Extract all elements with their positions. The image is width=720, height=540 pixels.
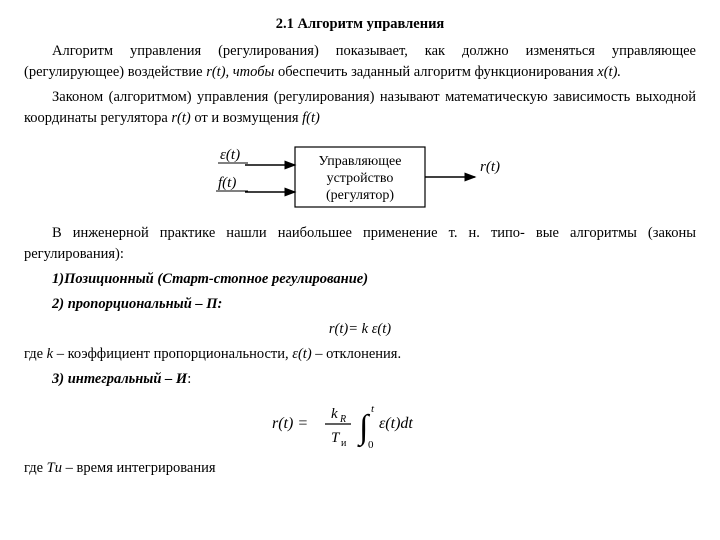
paragraph-3: В инженерной практике нашли наибольшее п… bbox=[24, 223, 696, 265]
diagram-svg: Управляющее устройство (регулятор) ε(t) f(t)… bbox=[200, 137, 520, 217]
list-item-1: 1)Позиционный (Старт-стопное регулирован… bbox=[24, 269, 696, 290]
svg-text:ε(t)dt: ε(t)dt bbox=[379, 415, 413, 432]
p4-eps: ε(t) bbox=[292, 346, 311, 362]
svg-text:k: k bbox=[331, 406, 338, 422]
svg-text:r(t) =: r(t) = bbox=[272, 415, 308, 432]
paragraph-1: Алгоритм управления (регулирования) пока… bbox=[24, 41, 696, 83]
p4-a: где bbox=[24, 346, 47, 362]
svg-text:и: и bbox=[341, 438, 347, 449]
svg-text:R: R bbox=[339, 414, 346, 425]
svg-text:f(t): f(t) bbox=[218, 175, 236, 191]
p2-text-a: Законом (алгоритмом) управления (регулир… bbox=[24, 89, 696, 126]
svg-text:устройство: устройство bbox=[327, 171, 394, 186]
list-item-2: 2) пропорциональный – П: bbox=[24, 294, 696, 315]
block-diagram: Управляющее устройство (регулятор) ε(t) f(t)… bbox=[24, 137, 696, 217]
svg-text:ε(t): ε(t) bbox=[220, 147, 240, 163]
formula-svg: r(t) =kRTи∫t0ε(t)dt bbox=[270, 396, 450, 452]
p2-text-b: от и возмущения bbox=[191, 110, 302, 126]
paragraph-4: где k – коэффициент пропорциональности, … bbox=[24, 344, 696, 365]
item1-text: 1)Позиционный (Старт-стопное регулирован… bbox=[52, 271, 368, 287]
list-item-3: 3) интегральный – И: bbox=[24, 369, 696, 390]
item3-b: : bbox=[187, 371, 191, 387]
p5-b: – время интегрирования bbox=[62, 460, 216, 476]
paragraph-2: Законом (алгоритмом) управления (регулир… bbox=[24, 87, 696, 129]
p1-text-b: обеспечить заданный алгоритм функциониро… bbox=[274, 64, 597, 80]
p5-a: где bbox=[24, 460, 47, 476]
svg-text:t: t bbox=[371, 403, 375, 415]
p2-rt: r(t) bbox=[171, 110, 190, 126]
svg-text:(регулятор): (регулятор) bbox=[326, 188, 394, 203]
svg-text:T: T bbox=[331, 430, 341, 446]
equation-1: r(t)= k ε(t) bbox=[24, 319, 696, 340]
p1-xt: x(t). bbox=[597, 64, 621, 80]
p1-rt: r(t), чтобы bbox=[206, 64, 274, 80]
p2-ft: f(t) bbox=[302, 110, 320, 126]
svg-text:Управляющее: Управляющее bbox=[319, 154, 402, 169]
svg-text:r(t): r(t) bbox=[480, 159, 500, 175]
svg-text:0: 0 bbox=[368, 439, 374, 451]
p4-b: – коэффициент пропорциональности, bbox=[53, 346, 292, 362]
p4-c: – отклонения. bbox=[312, 346, 401, 362]
integral-formula: r(t) =kRTи∫t0ε(t)dt bbox=[24, 396, 696, 452]
p5-ti: Tи bbox=[47, 460, 62, 476]
section-heading: 2.1 Алгоритм управления bbox=[24, 14, 696, 35]
item3-a: 3) интегральный – И bbox=[52, 371, 187, 387]
item2-text: 2) пропорциональный – П: bbox=[52, 296, 222, 312]
paragraph-5: где Tи – время интегрирования bbox=[24, 458, 696, 479]
